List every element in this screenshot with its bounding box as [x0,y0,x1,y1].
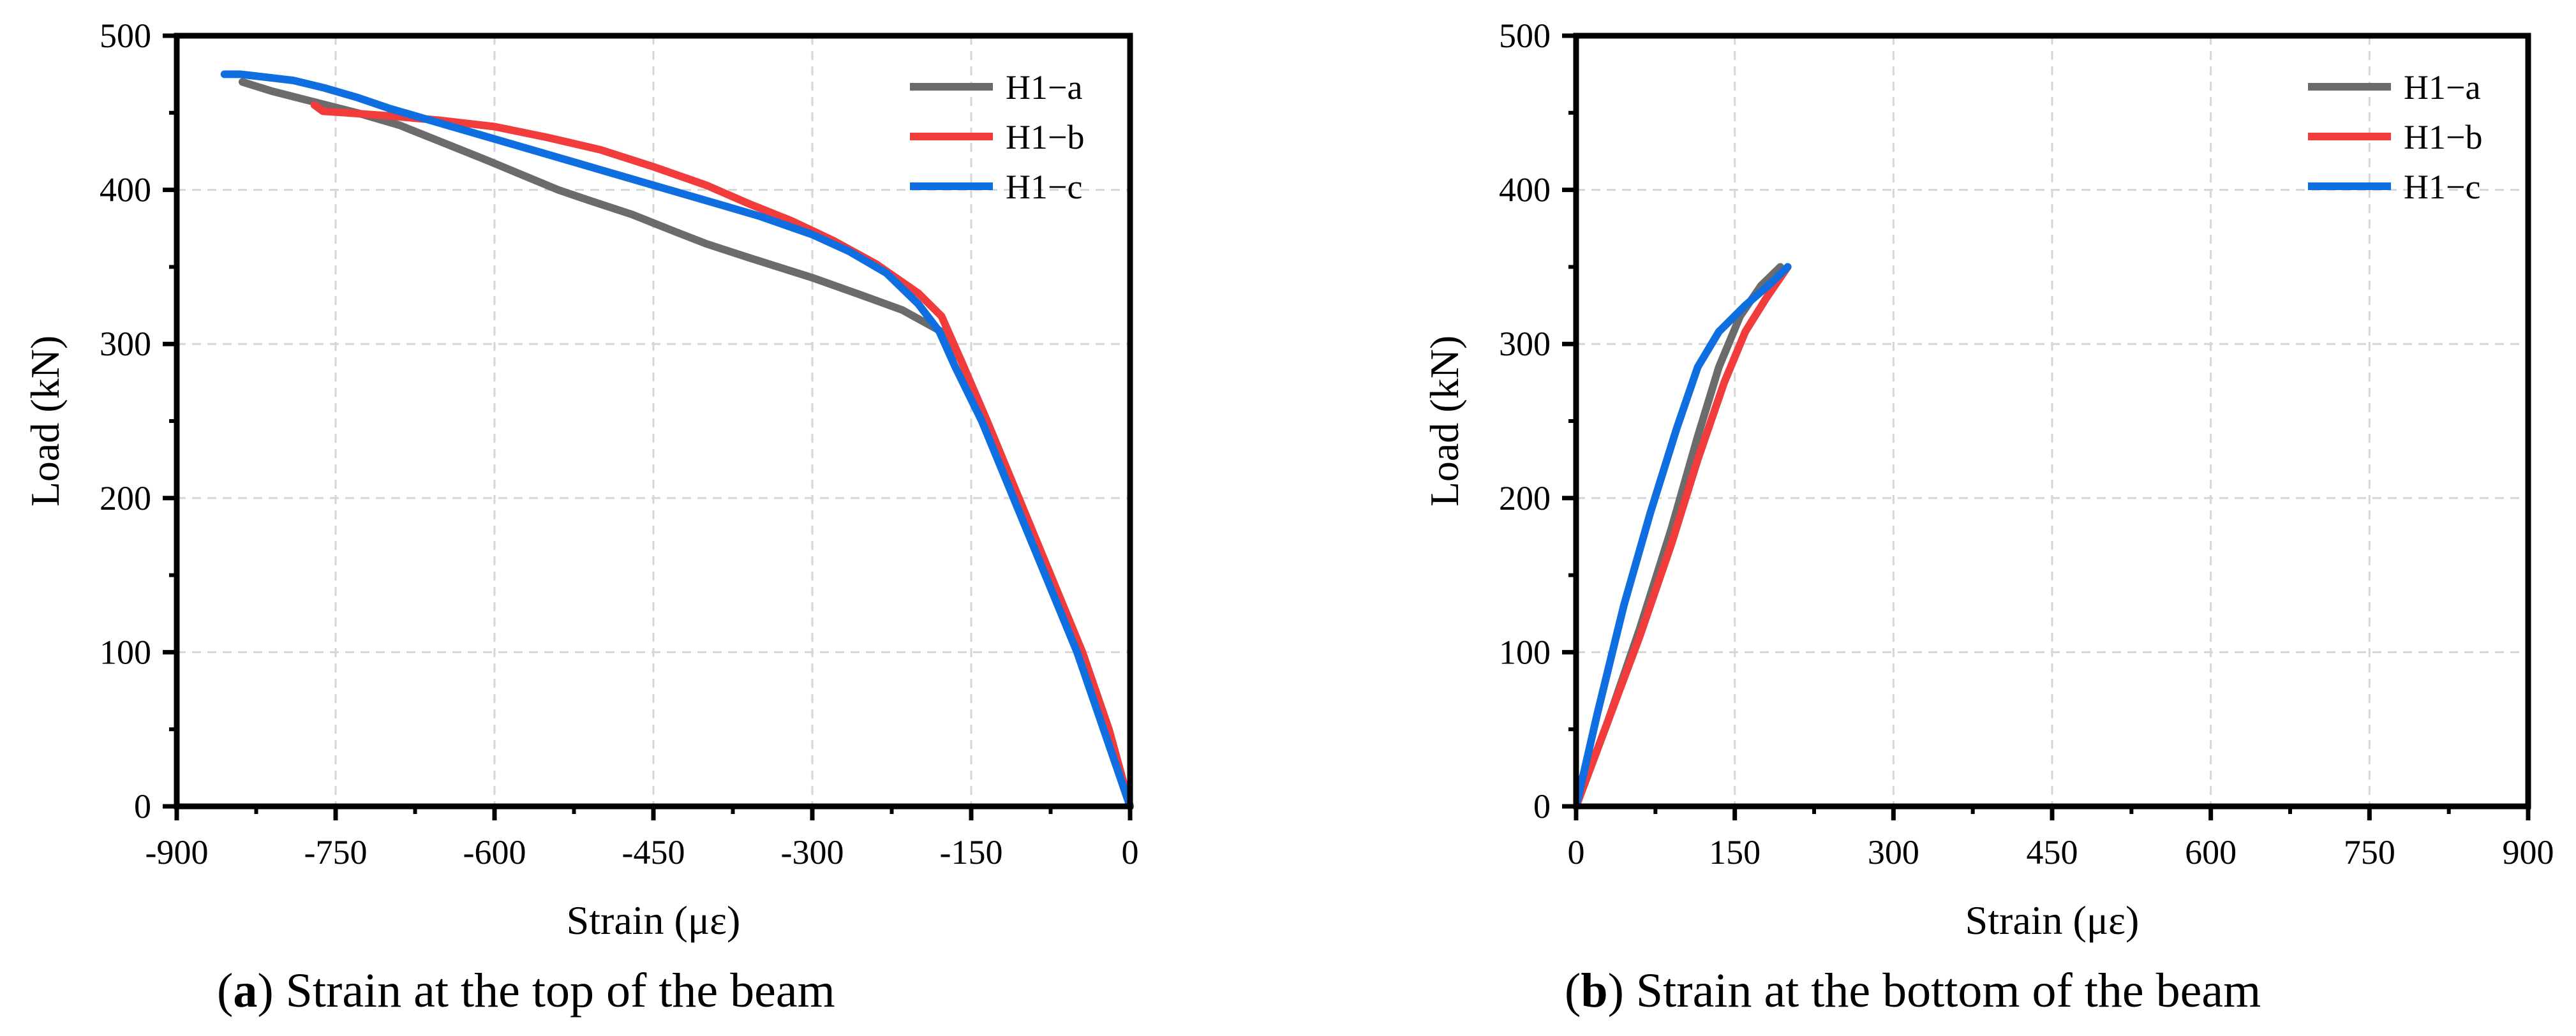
chart-a-strain-top: -900 -750 -600 -450 -300 -150 0 0 100 200 300 400 50… [22,17,1139,943]
x-axis-label: Strain (με) [1965,898,2140,943]
x-tick-label: 450 [2027,833,2078,871]
x-tick-label: -900 [145,833,209,871]
caption-b: (b) Strain at the bottom of the beam [1565,964,2261,1018]
y-tick-label: 0 [1533,787,1551,825]
x-tick-label: -150 [940,833,1003,871]
chart-b-strain-bottom: 0 150 300 450 600 750 900 0 100 200 300 400 500 Strai… [1422,17,2554,943]
legend-label-h1-c: H1−c [2404,168,2480,206]
x-tick-label: -450 [622,833,685,871]
y-tick-label: 200 [1499,479,1551,517]
x-tick-label: 150 [1709,833,1761,871]
y-axis-label: Load (kN) [1422,336,1467,507]
legend-label-h1-c: H1−c [1006,168,1082,206]
x-tick-label: 750 [2344,833,2395,871]
series-line-h1-b [310,101,1134,810]
caption-a-letter: a [233,964,258,1018]
y-tick-label: 100 [100,633,151,671]
caption-b-letter: b [1581,964,1608,1018]
series-line-h1-b [1576,263,1792,810]
y-tick-label: 500 [1499,17,1551,55]
y-tick-label: 300 [100,325,151,363]
legend-label-h1-a: H1−a [1006,68,1082,107]
legend-label-h1-b: H1−b [1006,118,1084,156]
series-line-h1-c [1576,263,1792,810]
x-tick-label: 600 [2185,833,2237,871]
x-tick-label: 0 [1122,833,1139,871]
x-tick-label: 300 [1868,833,1919,871]
x-tick-label: -600 [463,833,526,871]
y-axis-label: Load (kN) [22,336,68,507]
x-tick-label: 900 [2503,833,2554,871]
y-tick-label: 200 [100,479,151,517]
y-tick-label: 300 [1499,325,1551,363]
x-tick-label: -300 [781,833,844,871]
x-axis-label: Strain (με) [567,898,741,943]
legend-label-h1-b: H1−b [2404,118,2482,156]
series-line-h1-c [220,70,1134,810]
y-tick-label: 400 [100,171,151,209]
caption-b-text: Strain at the bottom of the beam [1635,964,2261,1018]
y-tick-label: 400 [1499,171,1551,209]
legend-label-h1-a: H1−a [2404,68,2480,107]
x-tick-label: 0 [1568,833,1585,871]
caption-a-text: Strain at the top of the beam [285,964,835,1018]
x-tick-label: -750 [304,833,368,871]
caption-a: (a) Strain at the top of the beam [217,964,835,1018]
y-tick-label: 500 [100,17,151,55]
y-tick-label: 0 [134,787,151,825]
y-tick-label: 100 [1499,633,1551,671]
